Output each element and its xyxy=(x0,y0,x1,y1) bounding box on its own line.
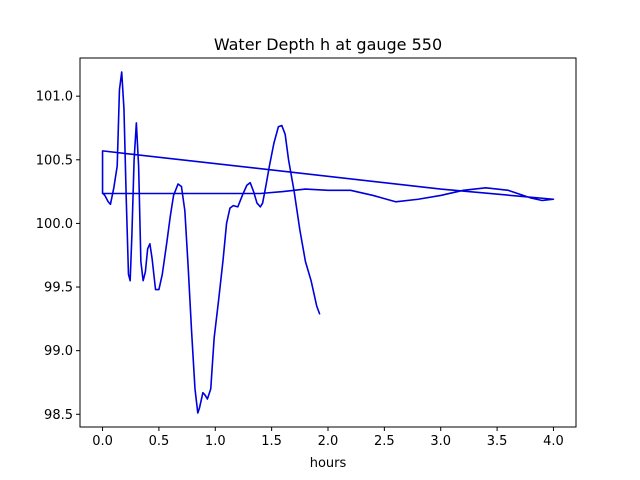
x-axis-label: hours xyxy=(310,456,347,471)
x-tick-label: 0.0 xyxy=(92,434,113,449)
y-tick-label: 99.5 xyxy=(44,281,73,296)
x-tick-label: 0.5 xyxy=(149,434,170,449)
x-tick-label: 2.5 xyxy=(374,434,395,449)
series-line-0 xyxy=(101,71,555,414)
x-tick-label: 2.0 xyxy=(318,434,339,449)
y-tick-label: 100.5 xyxy=(36,153,73,168)
y-tick-label: 100.0 xyxy=(36,217,73,232)
x-tick-label: 1.5 xyxy=(261,434,282,449)
x-tick-label: 3.5 xyxy=(487,434,508,449)
x-tick-label: 3.0 xyxy=(430,434,451,449)
x-tick-label: 4.0 xyxy=(543,434,564,449)
y-tick-label: 99.0 xyxy=(44,344,73,359)
x-tick-label: 1.0 xyxy=(205,434,226,449)
plot-background xyxy=(80,58,576,427)
y-tick-label: 101.0 xyxy=(36,90,73,105)
chart-title: Water Depth h at gauge 550 xyxy=(214,35,442,54)
y-tick-label: 98.5 xyxy=(44,408,73,423)
x-axis: 0.0 0.5 1.0 1.5 2.0 2.5 3.0 3.5 4.0 xyxy=(92,427,564,449)
y-axis: 98.5 99.0 99.5 100.0 100.5 101.0 xyxy=(36,90,80,423)
series-layer xyxy=(101,71,555,414)
